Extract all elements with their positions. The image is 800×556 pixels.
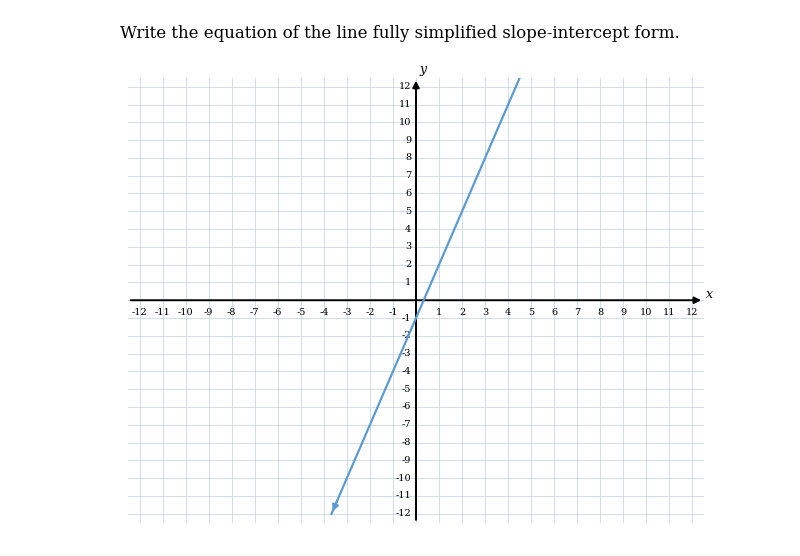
Text: 12: 12 bbox=[686, 308, 698, 317]
Text: 10: 10 bbox=[640, 308, 653, 317]
Text: -3: -3 bbox=[402, 349, 411, 358]
Text: -5: -5 bbox=[296, 308, 306, 317]
Text: -5: -5 bbox=[402, 385, 411, 394]
Text: -8: -8 bbox=[402, 438, 411, 447]
Text: 6: 6 bbox=[551, 308, 558, 317]
Text: -9: -9 bbox=[204, 308, 214, 317]
Text: 12: 12 bbox=[399, 82, 411, 91]
Text: 6: 6 bbox=[406, 189, 411, 198]
Text: 9: 9 bbox=[620, 308, 626, 317]
Text: -6: -6 bbox=[273, 308, 282, 317]
Text: -9: -9 bbox=[402, 456, 411, 465]
Text: 11: 11 bbox=[399, 100, 411, 109]
Text: 5: 5 bbox=[528, 308, 534, 317]
Text: -11: -11 bbox=[154, 308, 170, 317]
Text: -11: -11 bbox=[396, 492, 411, 500]
Text: -10: -10 bbox=[178, 308, 194, 317]
Text: -7: -7 bbox=[250, 308, 259, 317]
Text: -2: -2 bbox=[402, 331, 411, 340]
Text: 5: 5 bbox=[406, 207, 411, 216]
Text: 1: 1 bbox=[436, 308, 442, 317]
Text: 8: 8 bbox=[406, 153, 411, 162]
Text: 11: 11 bbox=[663, 308, 676, 317]
Text: 4: 4 bbox=[405, 225, 411, 234]
Text: -10: -10 bbox=[396, 474, 411, 483]
Text: -12: -12 bbox=[396, 509, 411, 518]
Text: -3: -3 bbox=[342, 308, 352, 317]
Text: 3: 3 bbox=[405, 242, 411, 251]
Text: 4: 4 bbox=[505, 308, 511, 317]
Text: 2: 2 bbox=[405, 260, 411, 269]
Text: x: x bbox=[706, 289, 714, 301]
Text: 7: 7 bbox=[574, 308, 581, 317]
Text: -6: -6 bbox=[402, 403, 411, 411]
Text: -12: -12 bbox=[132, 308, 147, 317]
Text: -4: -4 bbox=[402, 367, 411, 376]
Text: y: y bbox=[419, 63, 426, 76]
Text: 1: 1 bbox=[405, 278, 411, 287]
Text: -2: -2 bbox=[365, 308, 374, 317]
Text: 10: 10 bbox=[399, 118, 411, 127]
Text: 9: 9 bbox=[406, 136, 411, 145]
Text: 2: 2 bbox=[459, 308, 466, 317]
Text: 3: 3 bbox=[482, 308, 488, 317]
Text: 8: 8 bbox=[598, 308, 603, 317]
Text: 7: 7 bbox=[405, 171, 411, 180]
Text: -1: -1 bbox=[402, 314, 411, 322]
Text: -1: -1 bbox=[388, 308, 398, 317]
Text: -7: -7 bbox=[402, 420, 411, 429]
Text: -8: -8 bbox=[227, 308, 236, 317]
Text: -4: -4 bbox=[319, 308, 329, 317]
Text: Write the equation of the line fully simplified slope-intercept form.: Write the equation of the line fully sim… bbox=[120, 25, 680, 42]
